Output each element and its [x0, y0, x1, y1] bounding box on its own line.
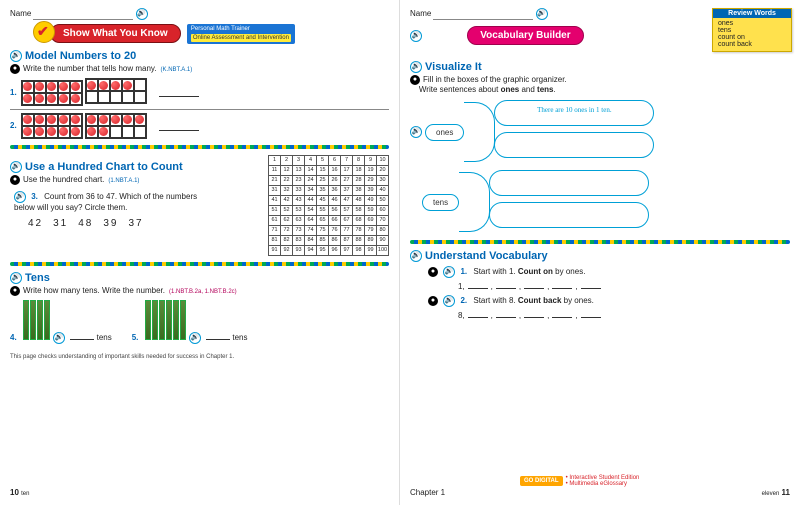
blank-sentence[interactable] [489, 202, 649, 228]
ones-boxes: There are 10 ones in 1 ten. [494, 100, 654, 164]
uv1-blanks[interactable]: 1,,,,, [458, 282, 790, 291]
tens-organizer: tens [410, 170, 790, 234]
bullet-icon: ● [10, 64, 20, 74]
bullet-icon: ● [10, 175, 20, 185]
bullet-icon: ● [10, 286, 20, 296]
answer-blank-q1[interactable] [159, 87, 199, 97]
page-spread: Name 🔊 Show What You Know Personal Math … [0, 0, 800, 505]
audio-icon[interactable]: 🔊 [410, 30, 422, 42]
tens-label: tens [422, 194, 459, 211]
review-words-list: onestenscount oncount back [718, 20, 786, 48]
audio-icon[interactable]: 🔊 [410, 250, 422, 262]
section3-instr: ●Write how many tens. Write the number.(… [10, 286, 389, 296]
vocabulary-builder-banner: Vocabulary Builder [467, 26, 583, 45]
audio-icon[interactable]: 🔊 [136, 8, 148, 20]
visualize-title: 🔊Visualize It [410, 61, 790, 73]
bullet-icon: ● [410, 75, 420, 85]
page-left: Name 🔊 Show What You Know Personal Math … [0, 0, 400, 505]
question-1: 1. [10, 78, 389, 106]
separator [10, 145, 389, 149]
visualize-instr: ●Fill in the boxes of the graphic organi… [410, 75, 790, 94]
go-digital-row: GO DIGITAL • Interactive Student Edition… [520, 475, 639, 487]
answer-blank-q2[interactable] [159, 121, 199, 131]
tens-questions: 4. 🔊 tens 5. 🔊 tens [10, 300, 389, 344]
name-label: Name [410, 9, 431, 18]
blank-sentence[interactable] [489, 170, 649, 196]
show-what-you-know-banner: Show What You Know [50, 24, 181, 43]
blank-sentence[interactable] [494, 132, 654, 158]
question-4: 4. 🔊 tens [10, 300, 112, 344]
audio-icon[interactable]: 🔊 [10, 272, 22, 284]
divider [10, 109, 389, 110]
chapter-label: Chapter 1 [410, 488, 445, 497]
name-field-left: Name 🔊 [10, 8, 389, 20]
separator [410, 240, 790, 244]
answer-blank[interactable] [70, 331, 94, 340]
understand-vocab-title: 🔊Understand Vocabulary [410, 250, 790, 262]
answer-blank[interactable] [206, 331, 230, 340]
audio-icon[interactable]: 🔊 [10, 161, 22, 173]
page-right: Review Words onestenscount oncount back … [400, 0, 800, 505]
personal-math-trainer[interactable]: Personal Math Trainer Online Assessment … [187, 24, 295, 44]
q5-number: 5. [132, 333, 139, 342]
uv2-blanks[interactable]: 8,,,,, [458, 311, 790, 320]
trainer-title: Personal Math Trainer [191, 26, 250, 32]
section1-title: 🔊Model Numbers to 20 [10, 50, 389, 62]
section2: 1234567891011121314151617181920212223242… [10, 155, 389, 256]
review-header: Review Words [713, 9, 791, 18]
page-number-left: 10 ten [10, 488, 29, 497]
footer-note: This page checks understanding of import… [10, 354, 389, 360]
audio-icon[interactable]: 🔊 [189, 332, 201, 344]
header-left: Show What You Know Personal Math Trainer… [10, 24, 389, 44]
audio-icon[interactable]: 🔊 [10, 50, 22, 62]
audio-icon[interactable]: 🔊 [53, 332, 65, 344]
trainer-sub: Online Assessment and Intervention [191, 34, 291, 43]
name-label: Name [10, 9, 31, 18]
ones-organizer: 🔊 ones There are 10 ones in 1 ten. [410, 100, 790, 164]
hundred-chart: 1234567891011121314151617181920212223242… [268, 155, 389, 256]
q4-number: 4. [10, 333, 17, 342]
instr-b: Write sentences about ones and tens. [419, 85, 556, 94]
go-digital-badge[interactable]: GO DIGITAL [520, 476, 563, 486]
audio-icon[interactable]: 🔊 [410, 126, 422, 138]
question-5: 5. 🔊 tens [132, 300, 248, 344]
bullet-icon: ● [428, 296, 438, 306]
q3-text: Count from 36 to 47. Which of the number… [14, 192, 197, 212]
bullet-icon: ● [428, 267, 438, 277]
digital-links[interactable]: • Interactive Student Edition• Multimedi… [566, 475, 640, 487]
audio-icon[interactable]: 🔊 [443, 266, 455, 278]
section3-title: 🔊Tens [10, 272, 389, 284]
q3-number: 3. [31, 192, 38, 201]
tens-blocks-q4 [23, 333, 51, 342]
audio-icon[interactable]: 🔊 [443, 295, 455, 307]
q1-number: 1. [10, 88, 17, 97]
tenframe-q2 [21, 113, 149, 139]
example-sentence: There are 10 ones in 1 ten. [494, 100, 654, 126]
audio-icon[interactable]: 🔊 [536, 8, 548, 20]
q2-number: 2. [10, 121, 17, 130]
page-number-right: eleven 11 [762, 488, 790, 497]
tens-blocks-q5 [145, 333, 187, 342]
uv-question-2: ● 🔊 2. Start with 8. Count back by ones.… [428, 295, 790, 320]
section1-instr: ●Write the number that tells how many.(K… [10, 64, 389, 74]
question-3: 🔊 3. Count from 36 to 47. Which of the n… [14, 191, 214, 212]
branch-lines [464, 102, 494, 162]
ones-label: ones [425, 124, 464, 141]
audio-icon[interactable]: 🔊 [410, 61, 422, 73]
name-blank[interactable] [433, 12, 533, 20]
audio-icon[interactable]: 🔊 [14, 191, 26, 203]
uv-question-1: ● 🔊 1. Start with 1. Count on by ones. 1… [428, 266, 790, 291]
question-2: 2. [10, 113, 389, 139]
review-words-box: Review Words onestenscount oncount back [712, 8, 792, 52]
name-blank[interactable] [33, 12, 133, 20]
branch-lines [459, 172, 489, 232]
tens-boxes [489, 170, 649, 234]
tenframe-q1 [21, 78, 149, 106]
separator [10, 262, 389, 266]
